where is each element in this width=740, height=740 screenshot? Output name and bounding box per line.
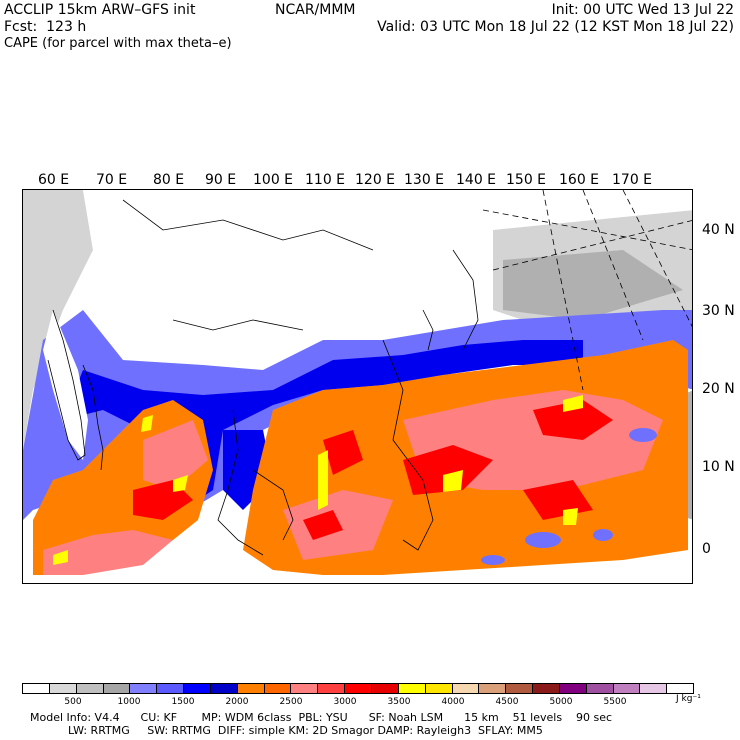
colorbar-tick: 500 <box>64 697 82 707</box>
colorbar-swatch <box>237 684 265 693</box>
lat-label: 10 N <box>702 459 735 475</box>
lon-label: 170 E <box>612 172 653 188</box>
cape-low-gray <box>23 190 692 450</box>
colorbar-swatch <box>398 684 426 693</box>
colorbar-swatch <box>264 684 292 693</box>
colorbar-swatch <box>76 684 104 693</box>
lon-label: 60 E <box>38 172 70 188</box>
colorbar-swatch <box>49 684 77 693</box>
colorbar-tick: 4500 <box>495 697 519 707</box>
colorbar-swatch <box>613 684 641 693</box>
colorbar-swatch <box>479 684 507 693</box>
valid-time: Valid: 03 UTC Mon 18 Jul 22 (12 KST Mon … <box>377 19 734 35</box>
lat-label: 20 N <box>702 381 735 397</box>
init-time: Init: 00 UTC Wed 13 Jul 22 <box>551 2 734 18</box>
org-label: NCAR/MMM <box>275 2 356 18</box>
colorbar-tick: 5000 <box>549 697 573 707</box>
colorbar-swatch <box>318 684 346 693</box>
colorbar-swatch <box>130 684 158 693</box>
colorbar-swatch <box>103 684 131 693</box>
lon-label: 120 E <box>355 172 396 188</box>
colorbar-swatch <box>210 684 238 693</box>
cape-map <box>22 189 693 584</box>
colorbar-swatch <box>533 684 560 693</box>
colorbar-swatch <box>157 684 185 693</box>
coastlines <box>47 199 479 556</box>
colorbar-tick: 2500 <box>279 697 303 707</box>
colorbar-swatch <box>506 684 534 693</box>
colorbar-tick: 2000 <box>225 697 249 707</box>
colorbar <box>22 683 694 694</box>
model-info-line2: LW: RRTMG SW: RRTMG DIFF: simple KM: 2D … <box>68 724 543 737</box>
model-title: ACCLIP 15km ARW–GFS init <box>4 2 196 18</box>
cape-high-patches <box>43 390 663 575</box>
graticule <box>482 190 692 391</box>
lon-label: 150 E <box>506 172 547 188</box>
colorbar-swatch <box>371 684 399 693</box>
field-title: CAPE (for parcel with max theta–e) <box>4 36 232 51</box>
cape-low-gray2 <box>53 250 692 520</box>
lat-label: 40 N <box>702 222 735 238</box>
land-asia <box>83 190 493 365</box>
colorbar-swatch <box>291 684 319 693</box>
lat-label: 30 N <box>702 303 735 319</box>
cape-blue-pockets <box>481 428 657 565</box>
lon-label: 110 E <box>305 172 346 188</box>
colorbar-swatch <box>559 684 587 693</box>
model-info-line1: Model Info: V4.4 CU: KF MP: WDM 6class P… <box>30 711 613 724</box>
lon-label: 100 E <box>253 172 294 188</box>
colorbar-tick: 3000 <box>333 697 357 707</box>
lon-label: 70 E <box>96 172 128 188</box>
colorbar-swatch <box>667 684 694 693</box>
colorbar-swatch <box>586 684 614 693</box>
lon-label: 90 E <box>205 172 237 188</box>
colorbar-swatch <box>640 684 668 693</box>
colorbar-tick: 1500 <box>171 697 195 707</box>
colorbar-tick: 4000 <box>441 697 465 707</box>
colorbar-unit: J kg⁻¹ <box>676 694 701 704</box>
colorbar-swatch <box>184 684 211 693</box>
lon-label: 80 E <box>153 172 185 188</box>
colorbar-tick: 1000 <box>117 697 141 707</box>
cape-max-yellow <box>53 395 583 565</box>
lon-label: 140 E <box>456 172 497 188</box>
colorbar-tick: 3500 <box>387 697 411 707</box>
colorbar-swatch <box>23 684 50 693</box>
lon-label: 160 E <box>559 172 600 188</box>
land-india <box>43 310 88 460</box>
colorbar-swatch <box>425 684 453 693</box>
lat-label: 0 <box>702 541 711 557</box>
map-canvas <box>23 190 692 583</box>
lon-label: 130 E <box>404 172 445 188</box>
colorbar-swatch <box>345 684 372 693</box>
forecast-hour: Fcst: 123 h <box>4 19 87 35</box>
colorbar-swatch <box>452 684 480 693</box>
colorbar-tick: 5500 <box>603 697 627 707</box>
